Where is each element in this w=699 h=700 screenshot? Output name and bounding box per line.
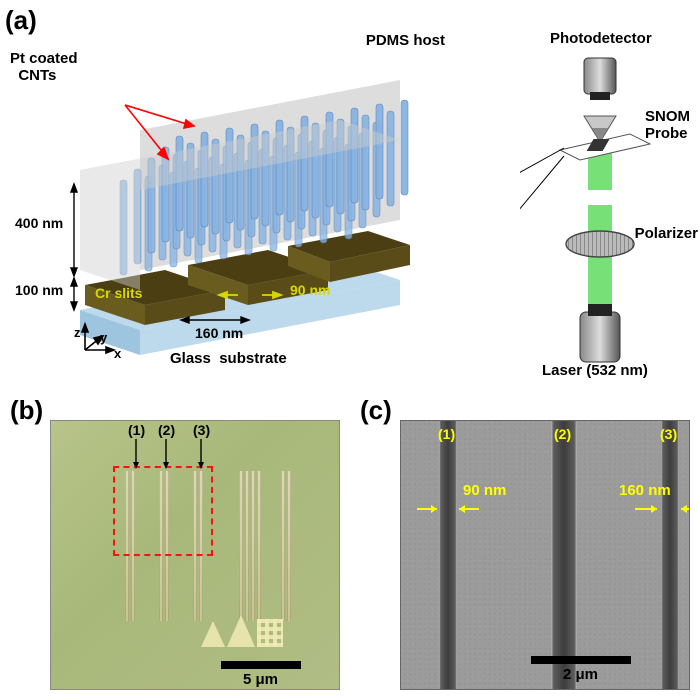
panel-c-marker-1: (2)	[554, 426, 571, 442]
dim-90-c: 90 nm	[463, 482, 506, 499]
schematic-3d	[70, 50, 440, 360]
panel-c-label: (c)	[360, 395, 392, 426]
axis-z: z	[74, 325, 81, 340]
glass-substrate-label: Glass substrate	[170, 350, 287, 367]
scale-text-c: 2 μm	[563, 666, 598, 683]
pdms-host-label: PDMS host	[366, 32, 445, 49]
dim-160-c: 160 nm	[619, 482, 671, 499]
sem-micrograph: (1) (2) (3) 90 nm 160 nm 2 μm	[400, 420, 690, 690]
snom-setup: Photodetector SNOM Probe Polarizer Laser…	[520, 30, 680, 370]
dim-400nm: 400 nm	[15, 215, 63, 231]
panel-a: (a)	[10, 10, 690, 380]
cnt-label: Pt coated CNTs	[10, 50, 78, 84]
panel-b-marker-0: (1)	[128, 422, 145, 438]
dim-160nm: 160 nm	[195, 325, 243, 341]
panel-a-label: (a)	[5, 5, 37, 36]
snom-probe-label: SNOM Probe	[645, 108, 690, 142]
panel-c-marker-0: (1)	[438, 426, 455, 442]
cr-slits-label: Cr slits	[95, 285, 142, 301]
dim-100nm: 100 nm	[15, 282, 63, 298]
panel-c-marker-2: (3)	[660, 426, 677, 442]
scale-text-b: 5 μm	[243, 671, 278, 688]
scale-bar-c	[531, 656, 631, 664]
panel-b-label: (b)	[10, 395, 43, 426]
scale-bar-b	[221, 661, 301, 669]
laser-label: Laser (532 nm)	[542, 362, 648, 379]
axis-y: y	[100, 330, 107, 345]
panel-b-marker-1: (2)	[158, 422, 175, 438]
dim-90nm: 90 nm	[290, 282, 330, 298]
axis-x: x	[114, 346, 121, 361]
photodetector-label: Photodetector	[550, 30, 652, 47]
panel-b-marker-2: (3)	[193, 422, 210, 438]
pdms-front	[80, 170, 140, 290]
polarizer-label: Polarizer	[635, 225, 698, 242]
optical-micrograph: (1) (2) (3) 5 μm	[50, 420, 340, 690]
